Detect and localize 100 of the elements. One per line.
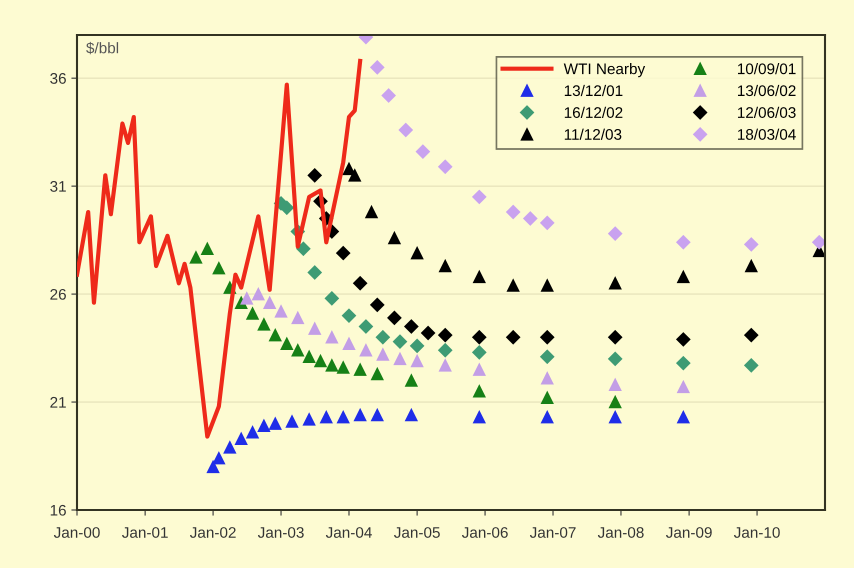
point	[296, 242, 310, 256]
point	[365, 206, 378, 218]
point	[326, 359, 338, 372]
point	[314, 354, 327, 368]
point	[308, 168, 322, 182]
point	[438, 160, 452, 174]
point	[540, 391, 554, 404]
point	[201, 242, 214, 255]
point	[608, 378, 622, 392]
point	[320, 410, 333, 424]
point	[608, 410, 622, 424]
x-tick-label: Jan-04	[326, 527, 372, 538]
x-tick-label: Jan-02	[190, 527, 236, 538]
point	[405, 408, 418, 422]
point	[370, 60, 384, 74]
point	[348, 169, 362, 182]
point	[246, 307, 259, 320]
point	[342, 338, 356, 350]
point	[376, 330, 390, 344]
point	[608, 396, 622, 408]
point	[473, 410, 486, 424]
y-tick-label: 26	[50, 288, 66, 300]
point	[473, 270, 486, 284]
point	[280, 200, 294, 215]
point	[745, 260, 758, 272]
point	[608, 330, 622, 344]
point	[472, 345, 486, 360]
point	[353, 276, 368, 290]
point	[608, 226, 622, 241]
point	[676, 356, 690, 370]
point	[324, 291, 339, 306]
point	[387, 310, 402, 325]
point	[190, 251, 202, 264]
point	[404, 319, 418, 334]
point	[472, 190, 486, 204]
y-tick-label: 16	[50, 504, 66, 516]
point	[540, 330, 554, 344]
x-tick-label: Jan-01	[122, 527, 168, 538]
point	[308, 265, 322, 280]
legend-label: 11/12/03	[564, 128, 622, 140]
point	[371, 408, 384, 422]
point	[473, 363, 486, 376]
x-tick-label: Jan-09	[666, 527, 712, 538]
point	[506, 330, 520, 344]
point	[302, 413, 316, 426]
point	[354, 408, 366, 422]
point	[506, 204, 520, 220]
point	[292, 312, 304, 324]
line-series	[77, 58, 362, 439]
point	[540, 372, 554, 385]
point	[410, 338, 424, 353]
legend-label: 12/06/03	[738, 106, 796, 118]
x-tick-label: Jan-00	[54, 527, 100, 538]
point	[234, 432, 248, 445]
point	[394, 352, 406, 366]
point	[540, 279, 554, 292]
point	[292, 344, 304, 356]
y-tick-label: 31	[50, 181, 66, 192]
point	[240, 292, 254, 305]
point	[212, 262, 226, 274]
point	[376, 348, 390, 361]
point	[744, 358, 758, 372]
point	[286, 415, 298, 428]
point	[360, 344, 372, 356]
point	[438, 359, 452, 372]
point	[608, 277, 622, 290]
point	[224, 441, 236, 454]
point	[416, 144, 430, 159]
point	[302, 350, 316, 363]
point	[438, 260, 452, 272]
point	[438, 343, 452, 358]
point	[405, 374, 418, 387]
point	[258, 420, 270, 432]
x-tick-label: Jan-08	[598, 527, 644, 538]
point	[336, 410, 350, 424]
point	[336, 246, 350, 260]
y-tick-label: 36	[50, 73, 66, 84]
point	[410, 246, 424, 260]
point	[269, 328, 282, 342]
point	[540, 350, 554, 364]
point	[252, 288, 265, 300]
point	[388, 232, 401, 244]
point	[246, 426, 259, 439]
legend-label: 16/12/02	[564, 106, 622, 118]
point	[354, 363, 366, 376]
point	[263, 296, 276, 309]
point	[523, 211, 538, 226]
point	[744, 328, 758, 342]
point	[308, 322, 321, 335]
legend-label: 13/12/01	[564, 84, 622, 96]
legend-label: WTI Nearby	[564, 63, 646, 78]
point	[410, 354, 424, 368]
x-tick-label: Jan-03	[258, 527, 304, 538]
point	[398, 122, 413, 138]
x-tick-label: Jan-07	[530, 527, 576, 538]
point	[269, 417, 282, 430]
point	[676, 332, 690, 347]
point	[506, 279, 520, 292]
point	[382, 88, 396, 103]
point	[676, 235, 690, 250]
